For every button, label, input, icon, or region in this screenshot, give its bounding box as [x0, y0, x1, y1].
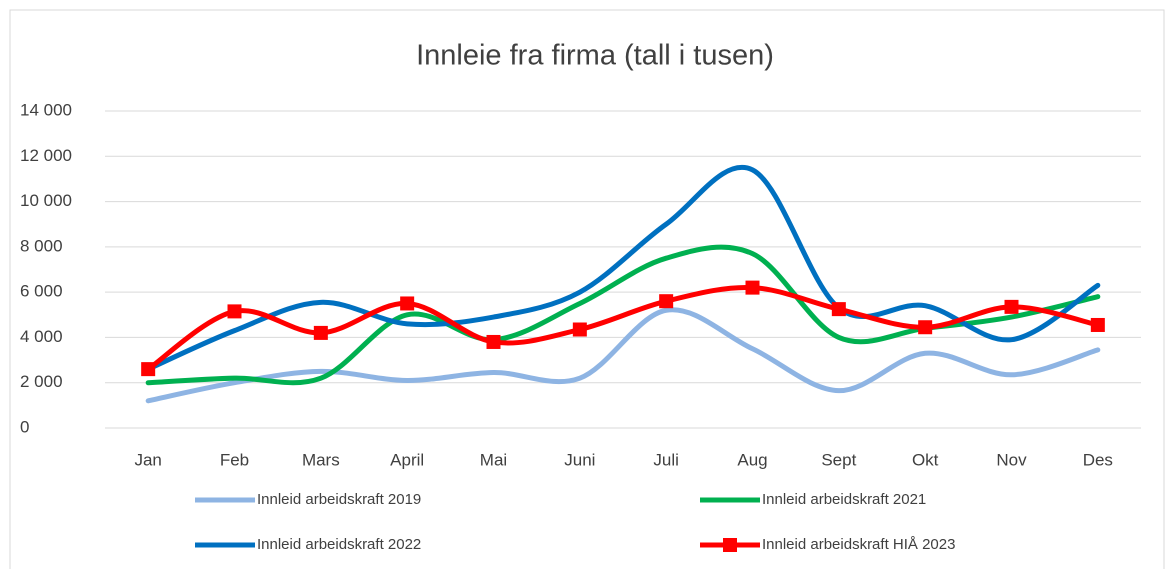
x-tick-label: Okt	[912, 450, 939, 469]
x-tick-label: Jan	[134, 450, 161, 469]
y-tick-label: 6 000	[20, 282, 63, 301]
x-tick-label: April	[390, 450, 424, 469]
x-tick-label: Mars	[302, 450, 340, 469]
series-marker	[918, 320, 933, 335]
legend-label: Innleid arbeidskraft 2021	[762, 491, 926, 508]
series-marker	[1004, 299, 1019, 314]
y-tick-label: 14 000	[20, 100, 72, 119]
series-marker	[745, 280, 760, 295]
series-marker	[1090, 317, 1105, 332]
y-tick-label: 2 000	[20, 372, 63, 391]
legend-label: Innleid arbeidskraft 2022	[257, 536, 421, 553]
series-marker	[659, 294, 674, 309]
legend-label: Innleid arbeidskraft 2019	[257, 491, 421, 508]
y-tick-label: 12 000	[20, 146, 72, 165]
y-tick-label: 4 000	[20, 327, 63, 346]
x-tick-label: Aug	[737, 450, 767, 469]
x-tick-label: Des	[1083, 450, 1113, 469]
legend-marker	[723, 538, 737, 552]
x-tick-label: Juni	[564, 450, 595, 469]
x-tick-label: Sept	[821, 450, 856, 469]
series-marker	[572, 322, 587, 337]
x-tick-label: Feb	[220, 450, 249, 469]
series-marker	[831, 302, 846, 317]
series-line	[145, 307, 1101, 404]
legend-label: Innleid arbeidskraft HIÅ 2023	[762, 536, 955, 553]
series-marker	[227, 304, 242, 319]
series-marker	[400, 296, 415, 311]
y-tick-label: 8 000	[20, 236, 63, 255]
y-tick-label: 0	[20, 417, 29, 436]
x-tick-label: Juli	[653, 450, 679, 469]
chart-title: Innleie fra firma (tall i tusen)	[416, 40, 774, 72]
series-marker	[313, 325, 328, 340]
x-tick-label: Nov	[996, 450, 1027, 469]
series-marker	[486, 334, 501, 349]
x-tick-label: Mai	[480, 450, 507, 469]
y-tick-label: 10 000	[20, 191, 72, 210]
series-marker	[141, 362, 156, 377]
series-line	[145, 165, 1101, 372]
